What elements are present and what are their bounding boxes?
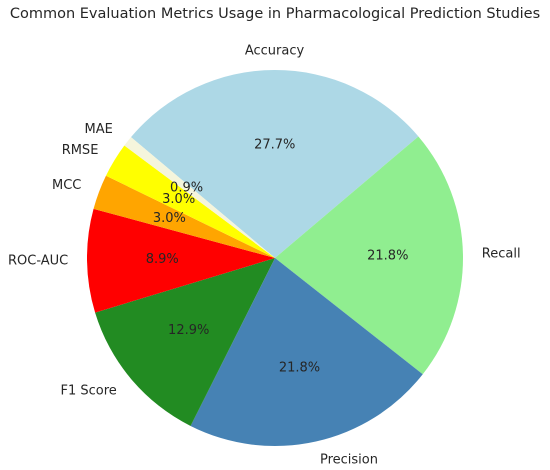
pie-slice-rmse	[105, 145, 275, 258]
pie-slice-mcc	[93, 175, 275, 258]
slice-label-f1-score: F1 Score	[61, 384, 117, 399]
pie-slice-precision	[190, 258, 423, 446]
slice-label-precision: Precision	[320, 452, 378, 467]
slice-label-mae: MAE	[85, 122, 113, 137]
chart-title: Common Evaluation Metrics Usage in Pharm…	[9, 6, 541, 22]
pie-slice-mae	[124, 137, 276, 258]
pct-label-f1-score: 12.9%	[168, 323, 209, 338]
slice-label-rmse: RMSE	[62, 143, 99, 158]
pct-label-mcc: 3.0%	[153, 211, 186, 226]
pct-label-precision: 21.8%	[279, 361, 320, 376]
pct-label-accuracy: 27.7%	[254, 138, 295, 153]
pct-label-roc-auc: 8.9%	[146, 252, 179, 267]
pie-slice-recall	[275, 136, 463, 375]
pct-label-mae: 0.9%	[170, 180, 203, 195]
pie-slice-roc-auc	[86, 208, 275, 313]
pie-slice-f1-score	[95, 258, 276, 426]
pct-label-rmse: 3.0%	[162, 192, 195, 207]
slice-label-accuracy: Accuracy	[245, 44, 305, 59]
pct-label-recall: 21.8%	[367, 248, 408, 263]
pie-slice-accuracy	[130, 70, 419, 258]
slice-label-roc-auc: ROC-AUC	[8, 254, 68, 269]
slice-label-recall: Recall	[482, 247, 521, 262]
slice-label-mcc: MCC	[52, 178, 81, 193]
